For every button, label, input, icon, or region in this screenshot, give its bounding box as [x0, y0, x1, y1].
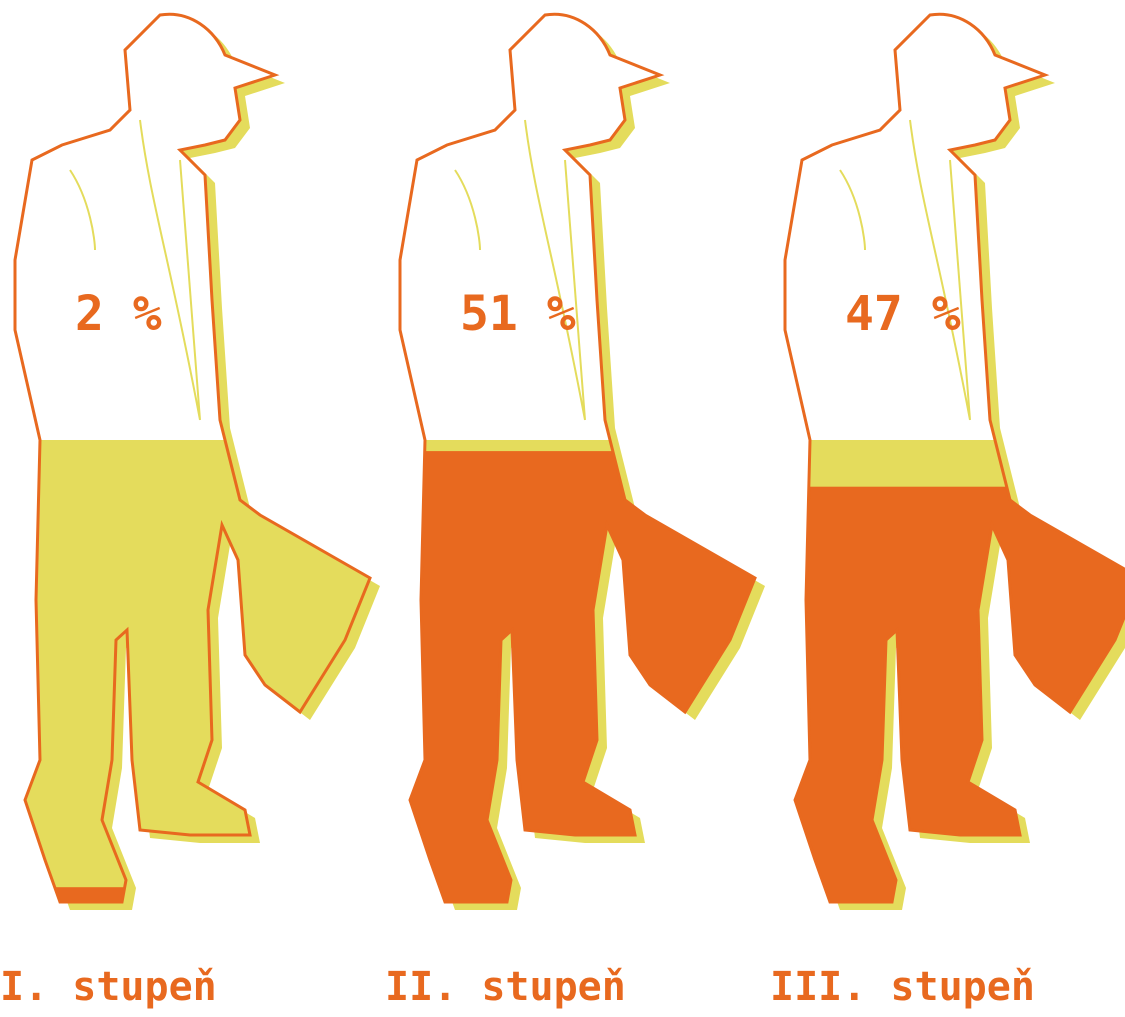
category-label: I. stupeň: [0, 964, 217, 1010]
figure: 47 % III. stupeň: [770, 14, 1125, 1010]
category-label: II. stupeň: [385, 964, 626, 1010]
fill-level: [770, 487, 1125, 915]
fill-level: [385, 451, 785, 915]
value-label: 51 %: [460, 286, 576, 342]
category-label: III. stupeň: [770, 964, 1035, 1010]
figures: 2 % I. stupeň 51 % II. stupeň 47 % III. stupe…: [0, 14, 1125, 1010]
figure-lower: [0, 440, 400, 920]
value-label: 47 %: [845, 286, 961, 342]
figure: 2 % I. stupeň: [0, 14, 400, 1010]
figure: 51 % II. stupeň: [385, 14, 785, 1010]
value-label: 2 %: [75, 286, 162, 342]
chart: 2 % I. stupeň 51 % II. stupeň 47 % III. stupe…: [0, 0, 1125, 1017]
